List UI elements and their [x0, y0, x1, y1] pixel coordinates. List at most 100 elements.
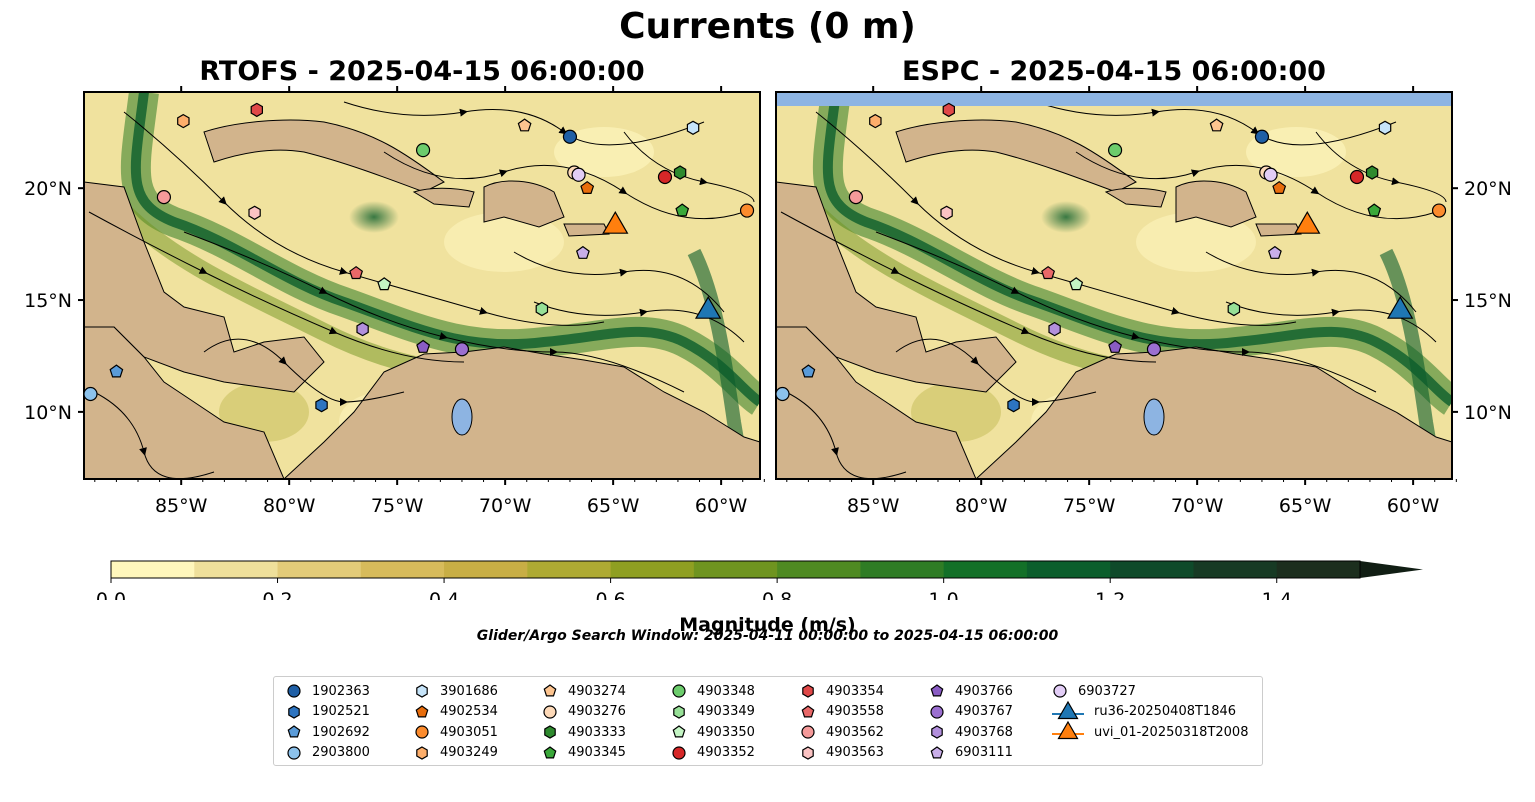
legend-pentagon: [930, 746, 944, 759]
colorbar-segment: [693, 561, 778, 578]
marker-4902534: [1272, 180, 1287, 194]
legend-label: 4903768: [955, 724, 1013, 740]
marker-4903766: [416, 339, 431, 353]
legend-circle: [801, 725, 815, 739]
legend-marker-icon: [543, 746, 557, 759]
legend-label: uvi_01-20250318T2008: [1094, 724, 1249, 740]
legend-triangle: [1057, 700, 1079, 719]
lat-tick-label: 15°N: [1464, 290, 1512, 312]
colorbar-tick-label: 0.4: [429, 589, 459, 600]
marker-4903563: [940, 205, 953, 220]
colorbar-segment: [860, 561, 945, 578]
colorbar-extend-arrow: [1360, 561, 1423, 578]
legend-marker-icon: [1052, 721, 1084, 740]
legend-column: 1902363 1902521 1902692 2903800: [286, 681, 370, 763]
legend-label: 1902363: [312, 683, 370, 699]
marker-4903352: [1349, 169, 1365, 185]
legend-label: 4903767: [955, 704, 1013, 720]
marker-4903558: [349, 265, 364, 280]
legend-label: 4903352: [697, 745, 755, 761]
marker-2903800: [83, 386, 98, 402]
legend-label: 4903349: [697, 704, 755, 720]
legend-pentagon: [415, 705, 429, 718]
espc-map-frame: [775, 91, 1453, 480]
colorbar-tick-label: 0.8: [762, 589, 792, 600]
legend-column: 6903727 ru36-20250408T1846 uvi_01-20250318…: [1052, 681, 1248, 743]
legend-entry: 2903800: [286, 743, 370, 764]
marker-4903563: [248, 205, 261, 220]
legend-label: 6903111: [955, 745, 1013, 761]
legend-entry: 4903767: [929, 702, 1013, 723]
marker-6903727: [1263, 167, 1278, 182]
colorbar-segment: [111, 561, 195, 578]
legend-marker-icon: [416, 684, 428, 698]
legend-entry: 4903051: [414, 722, 498, 743]
legend-entry: 4903333: [542, 722, 626, 743]
legend-marker-icon: [930, 746, 944, 759]
lon-tick-label: 80°W: [955, 495, 1008, 517]
marker-4903274: [1209, 118, 1224, 132]
legend-entry: ru36-20250408T1846: [1052, 700, 1248, 723]
legend-hexagon: [802, 746, 814, 760]
legend-label: 4903274: [568, 683, 626, 699]
lon-tick-label: 60°W: [695, 495, 748, 517]
legend-label: 4903563: [826, 745, 884, 761]
legend-entry: 4902534: [414, 702, 498, 723]
legend-circle: [287, 684, 301, 698]
rtofs-map: [69, 92, 760, 479]
marker-4903345: [1367, 203, 1382, 217]
legend-hexagon: [931, 725, 943, 739]
colorbar-segment: [1026, 561, 1111, 578]
marker-4903767: [1146, 342, 1162, 357]
legend-pentagon: [543, 746, 557, 759]
colorbar-segment: [1193, 561, 1278, 578]
legend-marker-icon: [930, 705, 944, 719]
axis-ticks: 85°W 80°W 75°W 70°W 65°W 60°W 20°N 15°N 10°N 85°W…: [24, 86, 1512, 517]
legend-pentagon: [543, 684, 557, 697]
colorbar-segment: [277, 561, 362, 578]
legend-entry: 1902692: [286, 722, 370, 743]
marker-4903350: [1069, 277, 1084, 291]
legend-label: 4903354: [826, 683, 884, 699]
legend-entry: 4903563: [800, 743, 884, 764]
marker-3901686: [686, 120, 700, 135]
colorbar-segment: [943, 561, 1028, 578]
legend-label: 4903051: [440, 724, 498, 740]
search-window-text: Glider/Argo Search Window: 2025-04-11 00…: [476, 628, 1059, 644]
legend-triangle: [1057, 721, 1079, 740]
marker-uvi_01-20250318T2008: [602, 210, 629, 234]
legend-marker-icon: [415, 705, 429, 718]
legend-label: 1902521: [312, 704, 370, 720]
legend-label: 2903800: [312, 745, 370, 761]
rtofs-map-frame: [83, 91, 761, 480]
marker-1902692: [109, 364, 124, 378]
marker-4903354: [942, 102, 956, 118]
colorbar-segment: [444, 561, 528, 578]
marker-4903766: [1108, 339, 1123, 353]
legend-marker-icon: [1053, 684, 1067, 698]
marker-4903768: [1048, 321, 1061, 337]
legend-label: 3901686: [440, 683, 498, 699]
legend-entry: 4903274: [542, 681, 626, 702]
legend-marker-icon: [415, 725, 429, 739]
legend-entry: 6903727: [1052, 681, 1248, 702]
colorbar-tick-label: 1.4: [1262, 589, 1292, 600]
lon-tick-label: 80°W: [263, 495, 316, 517]
marker-4903354: [250, 102, 263, 118]
lat-tick-label: 20°N: [1464, 178, 1512, 200]
marker-4903349: [1227, 301, 1241, 317]
espc-map: [776, 92, 1452, 479]
legend-circle: [930, 705, 944, 719]
marker-1902692: [801, 364, 816, 378]
legend-entry: 4903766: [929, 681, 1013, 702]
legend-marker-icon: [931, 725, 943, 739]
colorbar-segment: [194, 561, 279, 578]
marker-4903768: [356, 321, 369, 337]
legend-entry: 1902363: [286, 681, 370, 702]
marker-6903111: [575, 245, 590, 259]
colorbar-segment: [610, 561, 695, 578]
marker-4903051: [739, 203, 755, 218]
colorbar-tick-label: 1.2: [1095, 589, 1125, 600]
colorbar-label: Magnitude (m/s): [679, 614, 856, 636]
marker-1902363: [562, 129, 578, 144]
